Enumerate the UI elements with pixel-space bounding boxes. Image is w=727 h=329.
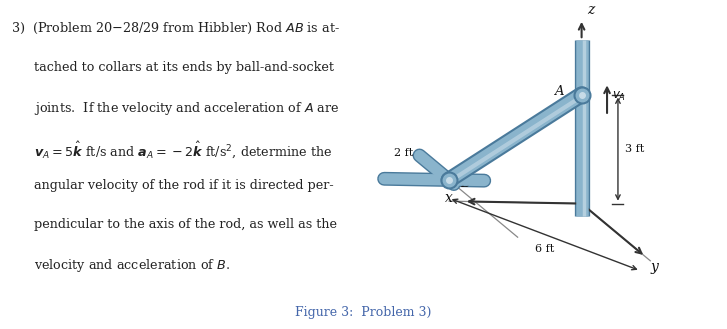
- Text: $\boldsymbol{v}_A = 5\hat{\boldsymbol{k}}$ ft/s and $\boldsymbol{a}_A = -2\hat{\: $\boldsymbol{v}_A = 5\hat{\boldsymbol{k}…: [34, 139, 333, 160]
- Text: angular velocity of the rod if it is directed per-: angular velocity of the rod if it is dir…: [34, 179, 334, 191]
- Text: velocity and acceleration of $\mathit{B}$.: velocity and acceleration of $\mathit{B}…: [34, 257, 230, 274]
- Text: 6 ft: 6 ft: [535, 243, 554, 254]
- Text: z: z: [587, 3, 594, 17]
- Text: 3 ft: 3 ft: [625, 144, 644, 154]
- Text: B: B: [459, 176, 470, 190]
- Text: 2 ft: 2 ft: [395, 148, 414, 158]
- Text: 3)  (Problem 20$-$28/29 from Hibbler) Rod $\mathit{AB}$ is at-: 3) (Problem 20$-$28/29 from Hibbler) Rod…: [12, 21, 340, 36]
- Text: Figure 3:  Problem 3): Figure 3: Problem 3): [295, 306, 432, 319]
- Text: tached to collars at its ends by ball-and-socket: tached to collars at its ends by ball-an…: [34, 61, 334, 74]
- Text: A: A: [554, 85, 563, 98]
- Text: joints.  If the velocity and acceleration of $\mathit{A}$ are: joints. If the velocity and acceleration…: [34, 100, 340, 117]
- Text: $v_A$: $v_A$: [612, 89, 627, 103]
- Text: x: x: [445, 191, 453, 205]
- Text: y: y: [651, 260, 659, 274]
- Text: pendicular to the axis of the rod, as well as the: pendicular to the axis of the rod, as we…: [34, 218, 337, 231]
